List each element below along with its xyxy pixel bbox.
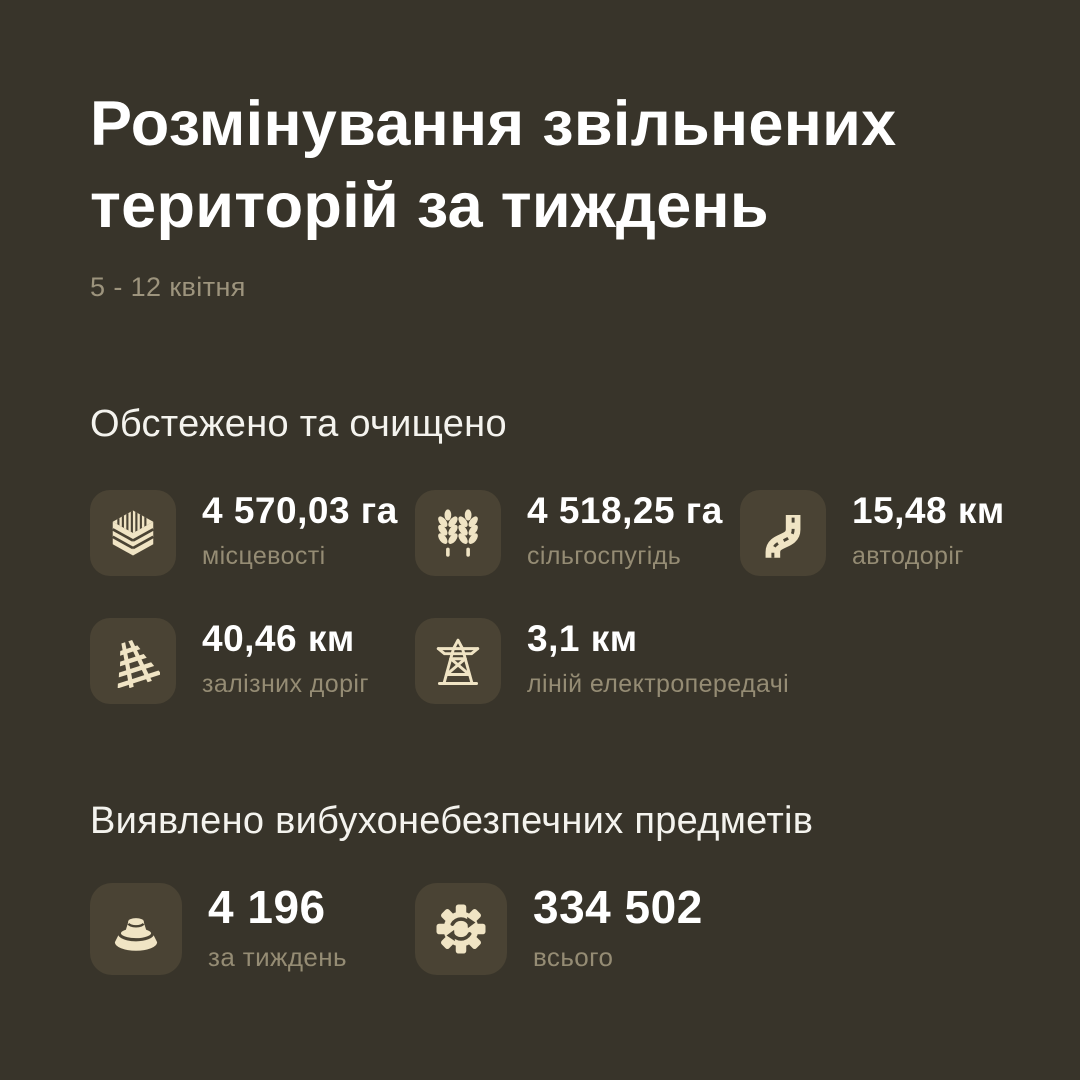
page-title-line1: Розмінування звільнених xyxy=(90,89,897,159)
road-icon xyxy=(740,489,826,576)
stat-label: місцевості xyxy=(202,541,326,570)
page-title-line2: територій за тиждень xyxy=(90,170,769,241)
terrain-bale-icon xyxy=(90,489,176,576)
stat-card-week: 4 196 за тиждень xyxy=(90,880,415,975)
stat-value: 15,48 км xyxy=(852,489,1005,531)
date-range: 5 - 12 квітня xyxy=(90,271,246,302)
gear-sync-icon xyxy=(415,882,507,975)
page-title: Розмінування звільнених територій за тиж… xyxy=(90,84,990,248)
stat-label: всього xyxy=(533,941,614,972)
stat-card-power-lines: 3,1 км ліній електропередачі xyxy=(415,617,789,704)
wheat-icon xyxy=(415,489,501,576)
explosives-cards: 4 196 за тиждень xyxy=(90,880,990,975)
stat-card-total: 334 502 всього xyxy=(415,880,740,975)
surveyed-cards: 4 570,03 га місцевості xyxy=(90,489,1004,704)
stat-value: 4 518,25 га xyxy=(527,489,723,531)
stat-label: за тиждень xyxy=(208,941,347,972)
stat-label: залізних доріг xyxy=(202,669,369,698)
stat-card-terrain: 4 570,03 га місцевості xyxy=(90,489,415,576)
stat-value: 4 570,03 га xyxy=(202,489,398,531)
stat-value: 40,46 км xyxy=(202,617,355,659)
section-heading-explosives: Виявлено вибухонебезпечних предметів xyxy=(90,799,814,842)
stat-label: ліній електропередачі xyxy=(527,669,790,698)
stat-label: автодоріг xyxy=(852,541,964,570)
stat-card-farmland: 4 518,25 га сільгоспугідь xyxy=(415,489,740,576)
stat-value: 3,1 км xyxy=(527,617,638,659)
mine-icon xyxy=(90,882,182,975)
stat-card-railways: 40,46 км залізних доріг xyxy=(90,617,415,704)
railway-icon xyxy=(90,617,176,704)
stat-label: сільгоспугідь xyxy=(527,541,682,570)
stat-value: 4 196 xyxy=(208,880,326,933)
power-line-icon xyxy=(415,617,501,704)
stat-card-roads: 15,48 км автодоріг xyxy=(740,489,1005,576)
stat-value: 334 502 xyxy=(533,880,703,933)
section-heading-surveyed: Обстежено та очищено xyxy=(90,402,507,445)
